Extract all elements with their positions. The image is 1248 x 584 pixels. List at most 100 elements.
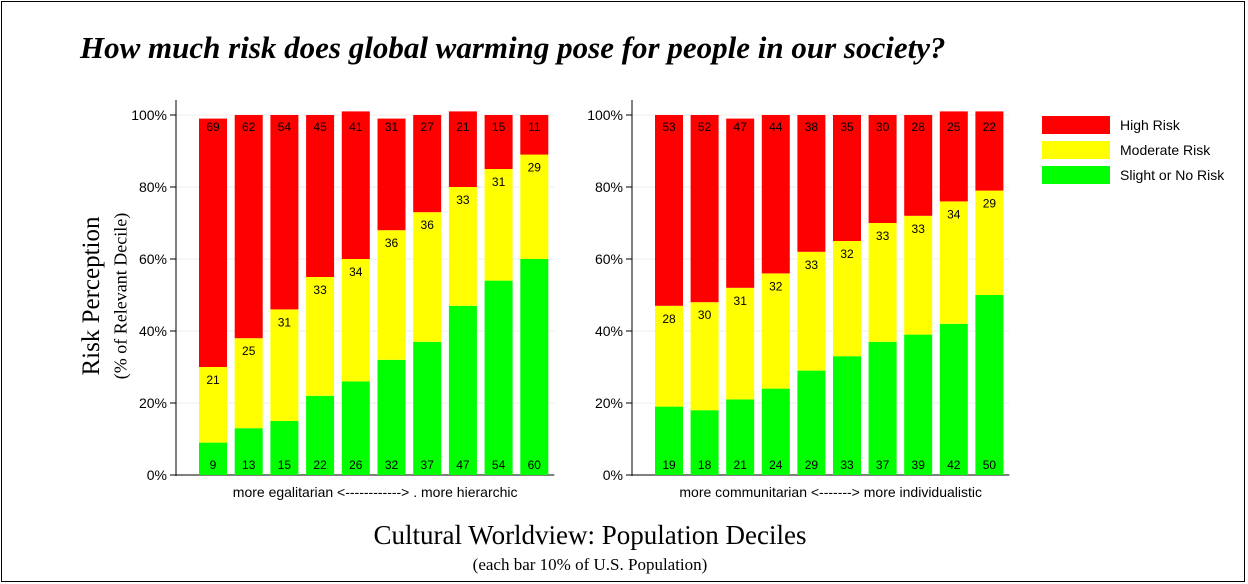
bar-segment [270,309,299,421]
data-label: 27 [421,120,435,134]
y-tick-label: 80% [139,179,167,195]
bar-segment [726,287,755,400]
legend-label: High Risk [1120,117,1181,133]
bar-segment [234,115,263,339]
x-axis-subtitle: (each bar 10% of U.S. Population) [472,555,708,574]
bar-segment [270,115,299,310]
bar-segment [270,421,299,475]
y-tick-label: 100% [131,107,167,123]
y-tick-label: 60% [595,251,623,267]
data-label: 29 [528,161,542,175]
bar-segment [341,259,370,382]
data-label: 47 [456,458,470,472]
bar-segment [199,442,227,475]
bar-segment [306,277,335,396]
data-label: 25 [947,120,961,134]
bar-segment [939,323,968,475]
legend-swatch [1042,141,1110,159]
bar-segment [234,338,263,429]
y-tick-label: 80% [595,179,623,195]
bar-segment [975,295,1004,475]
data-label: 28 [662,312,676,326]
data-label: 32 [385,458,399,472]
data-label: 41 [349,120,363,134]
data-label: 54 [492,458,506,472]
y-tick-label: 60% [139,251,167,267]
data-label: 62 [242,120,256,134]
bar-segment [939,111,968,202]
data-label: 34 [349,265,363,279]
data-label: 13 [242,458,256,472]
data-label: 54 [278,120,292,134]
data-label: 33 [456,193,470,207]
data-label: 29 [983,197,997,211]
data-label: 35 [840,120,854,134]
data-label: 39 [912,458,926,472]
y-tick-label: 0% [147,467,167,483]
data-label: 50 [983,458,997,472]
data-label: 22 [313,458,327,472]
data-label: 45 [313,120,327,134]
legend-label: Moderate Risk [1120,142,1211,158]
data-label: 18 [698,458,712,472]
y-tick-label: 20% [139,395,167,411]
data-label: 36 [385,236,399,250]
bar-segment [975,111,1004,191]
bar-segment [655,305,683,407]
bar-segment [797,370,826,475]
bar-segment [726,118,755,288]
bar-segment [655,115,683,306]
legend-swatch [1042,166,1110,184]
bar-segment [904,334,933,475]
y-tick-label: 40% [139,323,167,339]
data-label: 21 [734,458,748,472]
legend-swatch [1042,116,1110,134]
bar-segment [199,367,227,443]
data-label: 30 [698,308,712,322]
data-label: 21 [206,373,220,387]
x-axis-title: Cultural Worldview: Population Deciles [373,520,807,550]
data-label: 33 [912,222,926,236]
data-label: 52 [698,120,712,134]
bar-segment [448,111,477,187]
x-axis-label: more egalitarian <------------> . more h… [233,484,518,500]
bar-segment [199,118,227,367]
y-tick-label: 20% [595,395,623,411]
data-label: 22 [983,120,997,134]
data-label: 47 [734,120,748,134]
data-label: 33 [876,229,890,243]
bar-segment [833,356,861,475]
bar-segment [726,399,755,475]
data-label: 15 [492,120,506,134]
data-label: 29 [805,458,819,472]
data-label: 37 [421,458,435,472]
bar-segment [377,118,406,231]
bar-segment [655,406,683,475]
bar-segment [413,115,442,213]
bar-segment [761,388,790,475]
data-label: 9 [210,458,217,472]
data-label: 31 [278,315,292,329]
bar-segment [868,223,897,342]
bar-segment [520,154,549,259]
bar-segment [761,273,790,389]
data-label: 33 [313,283,327,297]
bar-segment [833,115,861,241]
data-label: 38 [805,120,819,134]
bar-segment [520,115,549,155]
bar-segment [413,212,442,342]
bar-segment [448,187,477,306]
data-label: 26 [349,458,363,472]
data-label: 32 [840,247,854,261]
x-axis-label: more communitarian <-------> more indivi… [679,484,982,500]
data-label: 34 [947,207,961,221]
bar-segment [690,410,719,475]
bar-segment [761,115,790,274]
data-label: 28 [912,120,926,134]
legend-label: Slight or No Risk [1120,167,1225,183]
bar-segment [690,302,719,411]
bar-segment [377,359,406,475]
bar-segment [484,280,513,475]
bar-segment [904,115,933,216]
bar-segment [868,115,897,223]
